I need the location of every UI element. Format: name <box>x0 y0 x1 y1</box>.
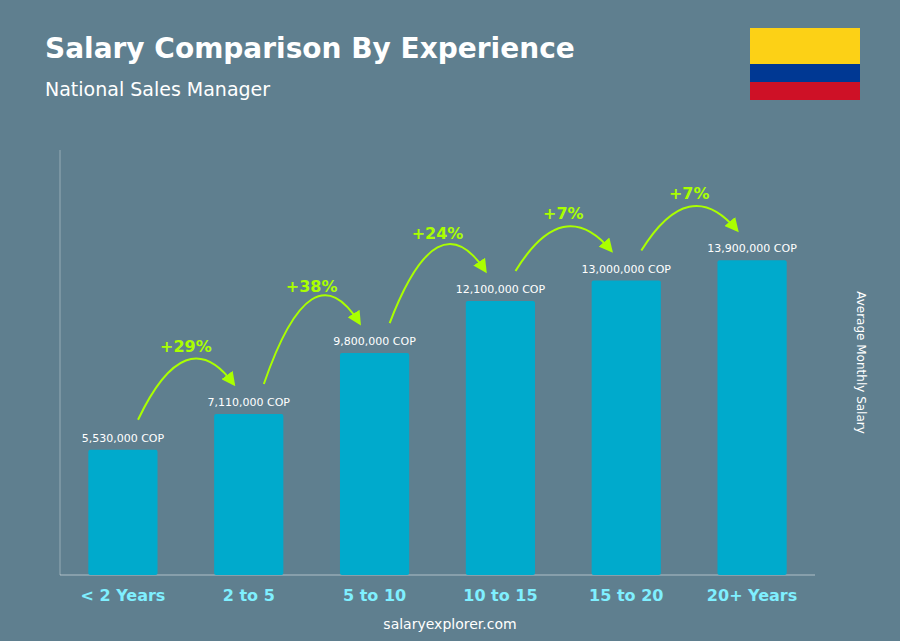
annotation: +38% <box>286 277 338 296</box>
data-label: 13,900,000 COP <box>707 242 797 255</box>
bar <box>88 450 157 575</box>
annotation: +7% <box>543 204 584 223</box>
flag-stripe <box>750 82 860 100</box>
flag <box>750 28 860 100</box>
x-tick-label: 2 to 5 <box>223 586 275 605</box>
annotation: +29% <box>160 337 212 356</box>
data-label: 12,100,000 COP <box>456 283 546 296</box>
annotation: +7% <box>669 184 710 203</box>
x-tick-label: 10 to 15 <box>463 586 537 605</box>
x-tick-label: < 2 Years <box>80 586 165 605</box>
chart: Salary Comparison By Experience National … <box>0 0 900 641</box>
bar <box>340 353 409 575</box>
x-axis-line <box>60 575 815 576</box>
bar <box>717 260 786 575</box>
bar <box>466 301 535 575</box>
data-label: 9,800,000 COP <box>333 335 416 348</box>
growth-arrow <box>641 206 737 251</box>
background <box>0 0 900 641</box>
annotation: +24% <box>412 224 464 243</box>
flag-stripe <box>750 28 860 64</box>
x-tick-label: 20+ Years <box>707 586 797 605</box>
bar <box>214 414 283 575</box>
bar <box>592 281 661 575</box>
x-tick-label: 5 to 10 <box>343 586 406 605</box>
flag-stripe <box>750 64 860 82</box>
y-axis-label: Average Monthly Salary <box>854 291 868 434</box>
subtitle: National Sales Manager <box>45 78 270 100</box>
growth-arrow <box>516 226 612 271</box>
annotations: +29% +38% +24% +7% +7% <box>138 184 737 420</box>
y-axis-line <box>60 150 61 575</box>
footer: salaryexplorer.com <box>383 616 516 632</box>
x-tick-label: 15 to 20 <box>589 586 663 605</box>
bars <box>88 260 786 575</box>
growth-arrow <box>390 244 486 323</box>
chart-container: Salary Comparison By Experience National … <box>0 0 900 641</box>
data-label: 13,000,000 COP <box>582 263 672 276</box>
growth-arrow <box>138 359 234 420</box>
data-label: 7,110,000 COP <box>208 396 291 409</box>
title: Salary Comparison By Experience <box>45 32 575 65</box>
data-label: 5,530,000 COP <box>82 432 165 445</box>
growth-arrow <box>264 295 360 384</box>
